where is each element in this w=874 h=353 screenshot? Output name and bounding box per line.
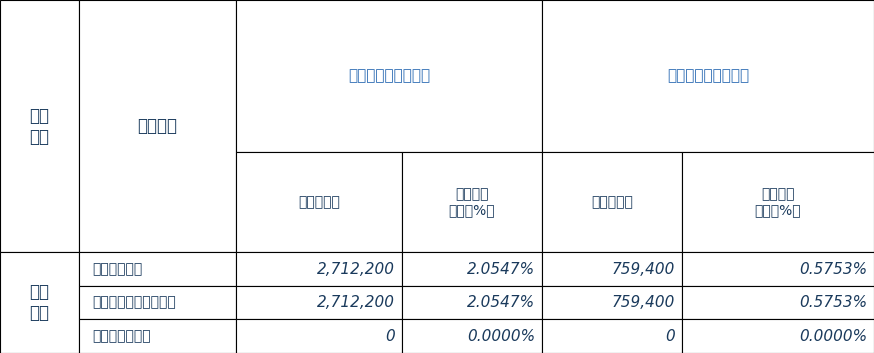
Text: 759,400: 759,400 — [611, 262, 675, 277]
Bar — [542, 286, 682, 319]
Bar — [542, 252, 682, 286]
Bar — [682, 286, 874, 319]
Text: 本次减持后持有股份: 本次减持后持有股份 — [667, 68, 749, 83]
Bar — [682, 319, 874, 353]
Bar — [682, 252, 874, 286]
Text: 股东
名称: 股东 名称 — [30, 107, 49, 145]
Bar — [542, 0, 874, 152]
Text: 股数（股）: 股数（股） — [298, 195, 340, 209]
Bar — [236, 252, 402, 286]
Text: 合计持有股份: 合计持有股份 — [93, 262, 142, 276]
Text: 高新
毅达: 高新 毅达 — [30, 283, 49, 322]
Bar — [402, 286, 542, 319]
Bar — [0, 252, 79, 353]
Bar — [79, 252, 236, 286]
Bar — [79, 0, 236, 252]
Text: 0.0000%: 0.0000% — [799, 329, 867, 344]
Bar — [402, 319, 542, 353]
Bar — [236, 286, 402, 319]
Bar — [79, 319, 236, 353]
Bar — [236, 319, 402, 353]
Text: 0: 0 — [385, 329, 395, 344]
Text: 本次减持前持有股份: 本次减持前持有股份 — [348, 68, 430, 83]
Text: 0: 0 — [665, 329, 675, 344]
Text: 占总股本
比例（%）: 占总股本 比例（%） — [754, 187, 801, 217]
Bar — [236, 152, 402, 252]
Bar — [542, 319, 682, 353]
Bar — [402, 252, 542, 286]
Text: 0.5753%: 0.5753% — [799, 262, 867, 277]
Text: 占总股本
比例（%）: 占总股本 比例（%） — [448, 187, 496, 217]
Text: 其中：无限售条件股份: 其中：无限售条件股份 — [93, 296, 177, 310]
Bar — [236, 0, 542, 152]
Text: 2,712,200: 2,712,200 — [317, 295, 395, 310]
Text: 有限售条件股份: 有限售条件股份 — [93, 329, 151, 343]
Text: 0.5753%: 0.5753% — [799, 295, 867, 310]
Text: 2,712,200: 2,712,200 — [317, 262, 395, 277]
Bar — [79, 286, 236, 319]
Text: 2.0547%: 2.0547% — [467, 262, 535, 277]
Bar — [402, 152, 542, 252]
Bar — [0, 0, 79, 252]
Text: 2.0547%: 2.0547% — [467, 295, 535, 310]
Text: 股份性质: 股份性质 — [137, 117, 177, 135]
Text: 股数（股）: 股数（股） — [591, 195, 633, 209]
Text: 759,400: 759,400 — [611, 295, 675, 310]
Bar — [542, 152, 682, 252]
Text: 0.0000%: 0.0000% — [467, 329, 535, 344]
Bar — [682, 152, 874, 252]
